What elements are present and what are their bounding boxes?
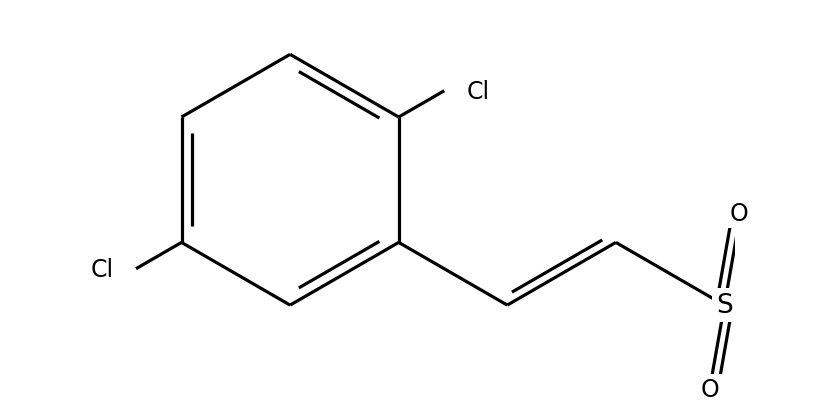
Text: Cl: Cl	[90, 257, 113, 281]
Text: Cl: Cl	[467, 80, 490, 103]
Text: O: O	[700, 377, 719, 401]
Text: S: S	[716, 292, 732, 318]
Text: F: F	[820, 293, 822, 317]
Text: O: O	[730, 202, 749, 226]
